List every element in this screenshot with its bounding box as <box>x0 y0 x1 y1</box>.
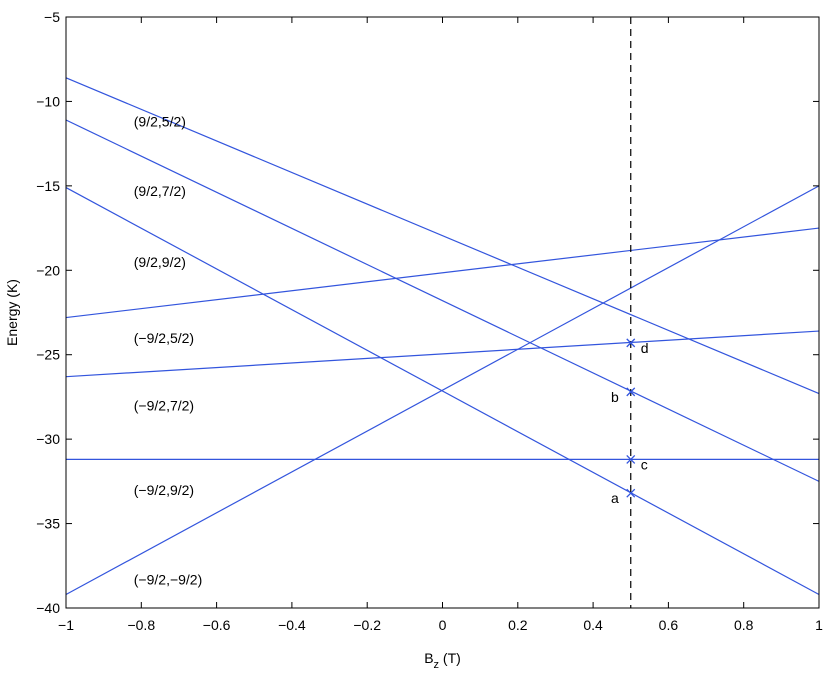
series-line-1 <box>65 77 820 395</box>
series-line-3 <box>65 187 820 596</box>
y-tick-label: −20 <box>36 262 60 278</box>
curve-annotation-5: (−9/2,7/2) <box>134 397 194 413</box>
x-tick-label: 0.6 <box>659 617 679 633</box>
series-line-2 <box>65 119 820 482</box>
x-tick-label: 0 <box>439 617 447 633</box>
curve-annotation-2: (9/2,7/2) <box>134 183 186 199</box>
annotation-layer: (9/2,5/2) (9/2,7/2) (9/2,9/2) (−9/2,5/2) (−9… <box>134 114 203 588</box>
marker-cross-b <box>626 454 636 464</box>
y-tick-label: −10 <box>36 93 60 109</box>
x-tick-label: −0.4 <box>278 617 306 633</box>
x-axis-label-unit: (T) <box>439 650 461 666</box>
curve-annotation-4: (−9/2,5/2) <box>134 330 194 346</box>
series-line-4 <box>65 227 820 319</box>
plot-frame <box>65 16 820 609</box>
plot-lines <box>65 77 820 596</box>
marker-layer: d b c a <box>611 338 649 506</box>
y-axis-label: Energy (K) <box>4 279 20 346</box>
curve-annotation-3: (9/2,9/2) <box>134 254 186 270</box>
tick-layer: −1 −0.8 −0.6 −0.4 −0.2 0 0.2 0.4 0.6 0.8 1 −40 −35 −3… <box>36 9 823 633</box>
x-tick-label: 0.8 <box>734 617 754 633</box>
y-tick-label: −15 <box>36 178 60 194</box>
marker-b: b <box>611 387 636 405</box>
y-tick-label: −35 <box>36 516 60 532</box>
y-tick-label: −5 <box>44 9 60 25</box>
x-tick-label: −1 <box>58 617 74 633</box>
series-line-7 <box>65 185 820 596</box>
curve-annotation-6: (−9/2,9/2) <box>134 482 194 498</box>
x-tick-label: 0.4 <box>583 617 603 633</box>
x-axis-label-sub: z <box>434 659 440 671</box>
marker-cross-b <box>626 488 636 498</box>
curve-annotation-1: (9/2,5/2) <box>134 114 186 130</box>
marker-cross-b <box>626 387 636 397</box>
y-tick-label: −30 <box>36 431 60 447</box>
x-tick-label: 0.2 <box>508 617 528 633</box>
y-tick-label: −25 <box>36 347 60 363</box>
x-tick-label: 1 <box>815 617 823 633</box>
marker-label-b: b <box>611 389 619 405</box>
x-tick-label: −0.2 <box>353 617 381 633</box>
marker-label-d: d <box>641 340 649 356</box>
x-axis-label-main: B <box>424 650 433 666</box>
x-tick-label: −0.8 <box>127 617 155 633</box>
series-line-5 <box>65 330 820 378</box>
x-tick-label: −0.6 <box>203 617 231 633</box>
y-tick-label: −40 <box>36 600 60 616</box>
marker-c: c <box>626 454 648 472</box>
marker-cross-b <box>626 338 636 348</box>
curve-annotation-7: (−9/2,−9/2) <box>134 571 203 587</box>
x-axis-label: Bz (T) <box>424 650 461 671</box>
marker-a: a <box>611 488 636 506</box>
marker-label-c: c <box>641 456 648 472</box>
marker-label-a: a <box>611 490 619 506</box>
marker-d: d <box>626 338 649 356</box>
